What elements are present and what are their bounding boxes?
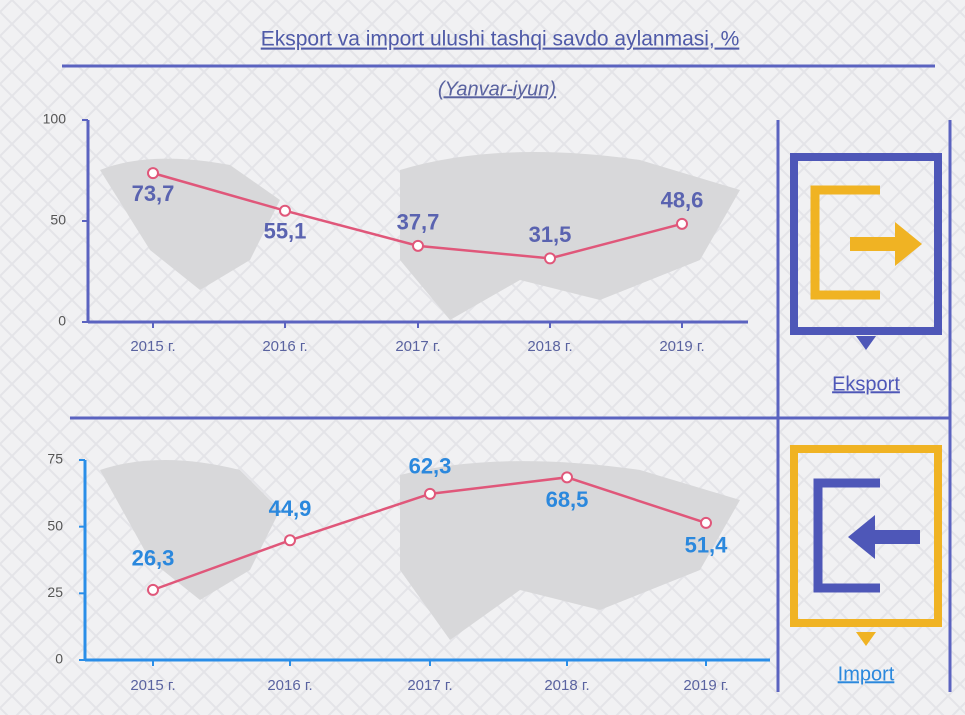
data-label: 68,5	[546, 487, 589, 512]
marker	[676, 217, 688, 230]
marker	[424, 487, 436, 500]
data-label: 55,1	[264, 219, 307, 244]
marker	[147, 583, 159, 596]
x-tick-label: 2015 г.	[130, 338, 175, 355]
x-tick-label: 2017 г.	[407, 677, 452, 694]
data-label: 73,7	[132, 181, 175, 206]
marker	[279, 204, 291, 217]
subtitle: (Yanvar-iyun)	[438, 78, 556, 100]
marker	[284, 534, 296, 547]
data-label: 31,5	[529, 222, 572, 247]
marker	[412, 239, 424, 252]
x-tick-label: 2015 г.	[130, 677, 175, 694]
marker	[544, 252, 556, 265]
export-icon	[790, 153, 942, 350]
y-tick-label: 50	[47, 517, 63, 533]
x-tick-label: 2016 г.	[262, 338, 307, 355]
x-tick-label: 2016 г.	[267, 677, 312, 694]
marker	[147, 167, 159, 180]
y-tick-label: 0	[55, 651, 63, 667]
world-map	[100, 152, 740, 640]
y-tick-label: 25	[47, 584, 63, 600]
data-label: 26,3	[132, 546, 175, 571]
x-tick-label: 2018 г.	[544, 677, 589, 694]
data-label: 44,9	[269, 496, 312, 521]
import-icon	[790, 445, 942, 646]
x-tick-label: 2019 г.	[683, 677, 728, 694]
marker	[561, 471, 573, 484]
title: Eksport va import ulushi tashqi savdo ay…	[261, 28, 740, 51]
y-tick-label: 50	[50, 212, 66, 228]
marker	[700, 516, 712, 529]
y-tick-label: 100	[43, 111, 67, 127]
data-label: 48,6	[661, 188, 704, 213]
data-label: 62,3	[409, 454, 452, 479]
x-tick-label: 2017 г.	[395, 338, 440, 355]
y-tick-label: 75	[47, 451, 63, 467]
y-tick-label: 0	[58, 313, 66, 329]
data-label: 51,4	[685, 533, 729, 558]
legend-label: Import	[838, 663, 895, 685]
x-tick-label: 2018 г.	[527, 338, 572, 355]
legend-label: Eksport	[832, 373, 900, 395]
x-tick-label: 2019 г.	[659, 338, 704, 355]
data-label: 37,7	[397, 210, 440, 235]
